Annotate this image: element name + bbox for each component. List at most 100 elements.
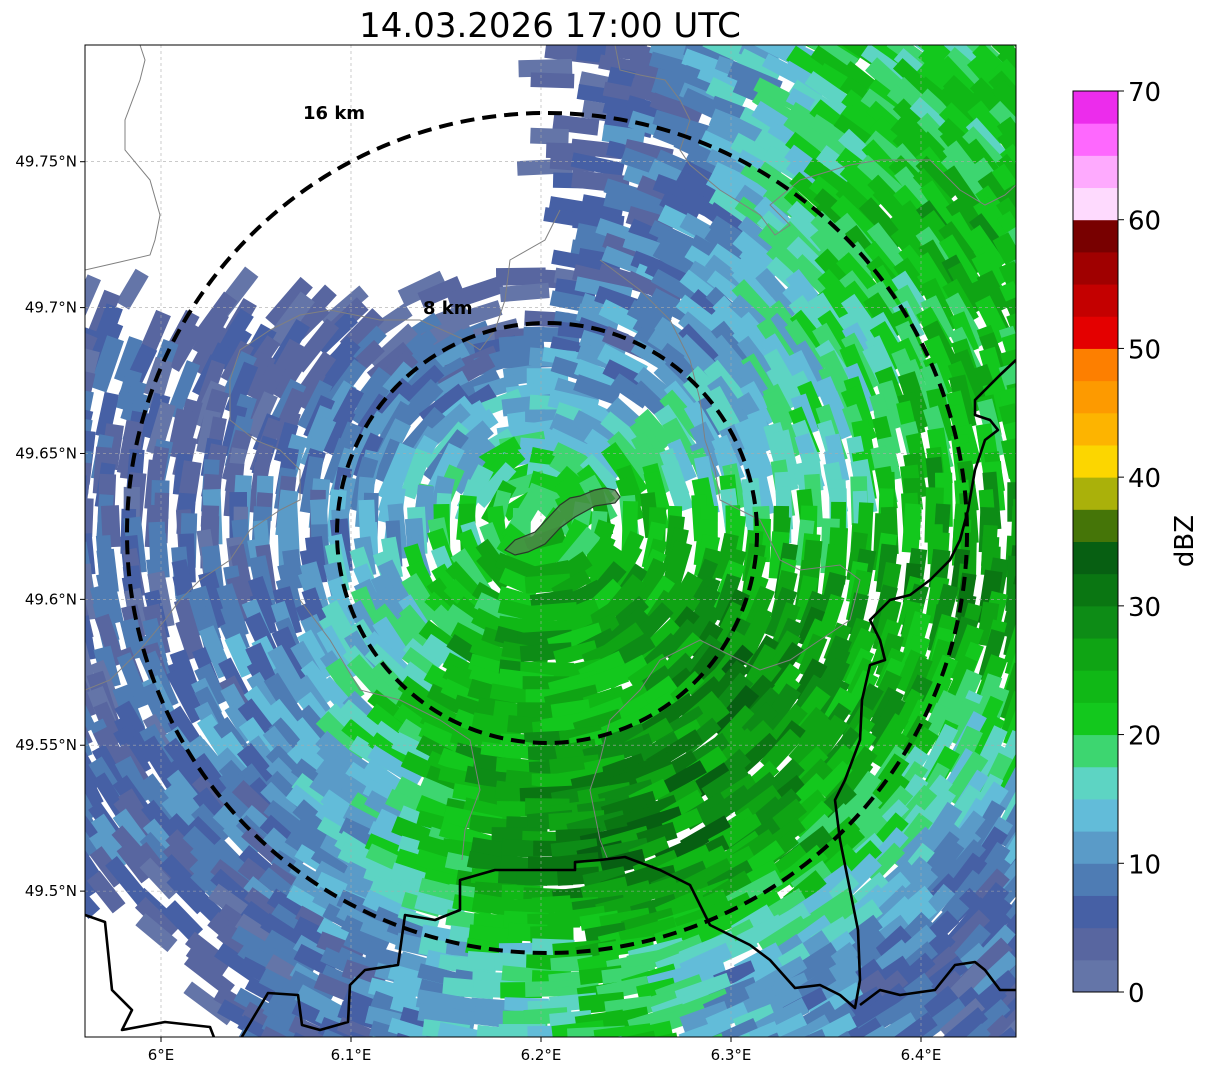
reflectivity-cell <box>967 100 1011 148</box>
reflectivity-cell <box>945 669 983 727</box>
reflectivity-cell <box>39 313 68 358</box>
reflectivity-cell <box>918 239 959 292</box>
reflectivity-cell <box>1024 778 1063 836</box>
reflectivity-cell <box>437 1022 497 1037</box>
range-ring-16km <box>125 111 969 955</box>
reflectivity-cell <box>714 532 739 581</box>
reflectivity-cell <box>1026 733 1057 779</box>
reflectivity-cell <box>1028 618 1053 662</box>
reflectivity-cell <box>299 455 324 514</box>
reflectivity-cell <box>116 652 151 709</box>
reflectivity-cell <box>1016 14 1063 59</box>
reflectivity-cell <box>1022 768 1059 821</box>
reflectivity-cell <box>1033 536 1052 581</box>
reflectivity-cell <box>85 347 100 403</box>
reflectivity-cell <box>943 47 988 89</box>
reflectivity-cell <box>788 715 837 767</box>
reflectivity-cell <box>321 407 356 457</box>
reflectivity-cell <box>261 1012 316 1037</box>
city-area <box>503 487 621 556</box>
reflectivity-cell <box>85 668 97 720</box>
y-tick-label: 49.7°N <box>25 299 77 317</box>
reflectivity-cell <box>1001 882 1016 928</box>
reflectivity-cell <box>272 661 310 705</box>
colorbar-bin <box>1073 702 1118 736</box>
reflectivity-cell <box>1025 657 1054 708</box>
reflectivity-cell <box>297 380 333 432</box>
colorbar: 0 10 20 30 40 50 60 70 dBZ <box>1072 78 1200 1009</box>
reflectivity-cell <box>423 442 465 501</box>
colorbar-bin <box>1073 251 1118 285</box>
reflectivity-cell <box>710 601 745 653</box>
country-border <box>859 960 1016 1007</box>
reflectivity-cell <box>865 1012 919 1037</box>
reflectivity-cell <box>139 857 180 900</box>
reflectivity-cell <box>846 170 886 211</box>
colorbar-bin <box>1073 766 1118 800</box>
colorbar-bin <box>1073 670 1118 703</box>
reflectivity-cell <box>141 309 171 352</box>
reflectivity-cell <box>1022 78 1060 118</box>
reflectivity-cell <box>838 45 892 46</box>
reflectivity-cell <box>942 140 990 194</box>
range-ring-8km <box>335 321 759 745</box>
reflectivity-cell <box>258 1026 318 1037</box>
reflectivity-cell <box>1027 677 1055 719</box>
reflectivity-cell <box>869 885 913 928</box>
reflectivity-cell <box>224 361 259 416</box>
reflectivity-cell <box>387 1017 447 1037</box>
reflectivity-cell <box>757 11 805 43</box>
reflectivity-cell <box>583 533 616 581</box>
reflectivity-cell <box>85 274 101 333</box>
reflectivity-cell <box>576 1035 625 1037</box>
reflectivity-cell <box>915 155 960 202</box>
reflectivity-cell <box>802 45 859 73</box>
reflectivity-cell <box>939 909 991 962</box>
colorbar-bin <box>1073 863 1118 896</box>
colorbar-tick-label: 20 <box>1128 722 1161 752</box>
reflectivity-cell <box>1001 333 1016 391</box>
reflectivity-cell <box>291 318 340 373</box>
reflectivity-cell <box>1026 714 1057 764</box>
reflectivity-cell <box>842 669 879 719</box>
x-axis: 6°E 6.1°E 6.2°E 6.3°E 6.4°E <box>148 1037 941 1064</box>
reflectivity-cell <box>401 573 442 623</box>
reflectivity-cell <box>1029 61 1066 102</box>
reflectivity-cell <box>33 812 72 863</box>
reflectivity-cell <box>653 916 712 949</box>
reflectivity-cell <box>349 381 390 429</box>
reflectivity-cell <box>43 640 71 693</box>
admin-boundary <box>85 209 561 691</box>
colorbar-bin <box>1073 798 1118 832</box>
reflectivity-cell <box>736 48 784 84</box>
reflectivity-cell <box>39 367 67 412</box>
reflectivity-cell <box>808 6 857 45</box>
reflectivity-cell <box>1022 796 1060 848</box>
reflectivity-cell <box>457 528 493 587</box>
reflectivity-cell <box>42 774 77 822</box>
reflectivity-cell <box>1026 235 1063 291</box>
reflectivity-cell <box>705 660 750 709</box>
reflectivity-cell <box>797 633 828 679</box>
reflectivity-cell <box>185 941 230 980</box>
colorbar-bin <box>1073 219 1118 253</box>
reflectivity-cell <box>394 364 445 412</box>
reflectivity-cell <box>923 335 957 384</box>
reflectivity-cell <box>36 349 65 400</box>
colorbar-tick-label: 70 <box>1128 78 1161 108</box>
y-tick-label: 49.65°N <box>15 444 77 462</box>
reflectivity-cell <box>85 615 97 662</box>
reflectivity-cell <box>1002 226 1016 273</box>
reflectivity-cell <box>1025 250 1063 307</box>
reflectivity-cell <box>210 868 261 916</box>
reflectivity-cell <box>1026 309 1057 356</box>
reflectivity-cell <box>597 343 648 382</box>
reflectivity-cell <box>166 408 194 459</box>
reflectivity-cell <box>573 374 622 406</box>
x-tick-label: 6.1°E <box>331 1046 372 1064</box>
reflectivity-cell <box>228 543 255 603</box>
reflectivity-cell <box>85 870 101 920</box>
colorbar-tick-label: 0 <box>1128 979 1145 1009</box>
colorbar-bin <box>1073 541 1118 575</box>
